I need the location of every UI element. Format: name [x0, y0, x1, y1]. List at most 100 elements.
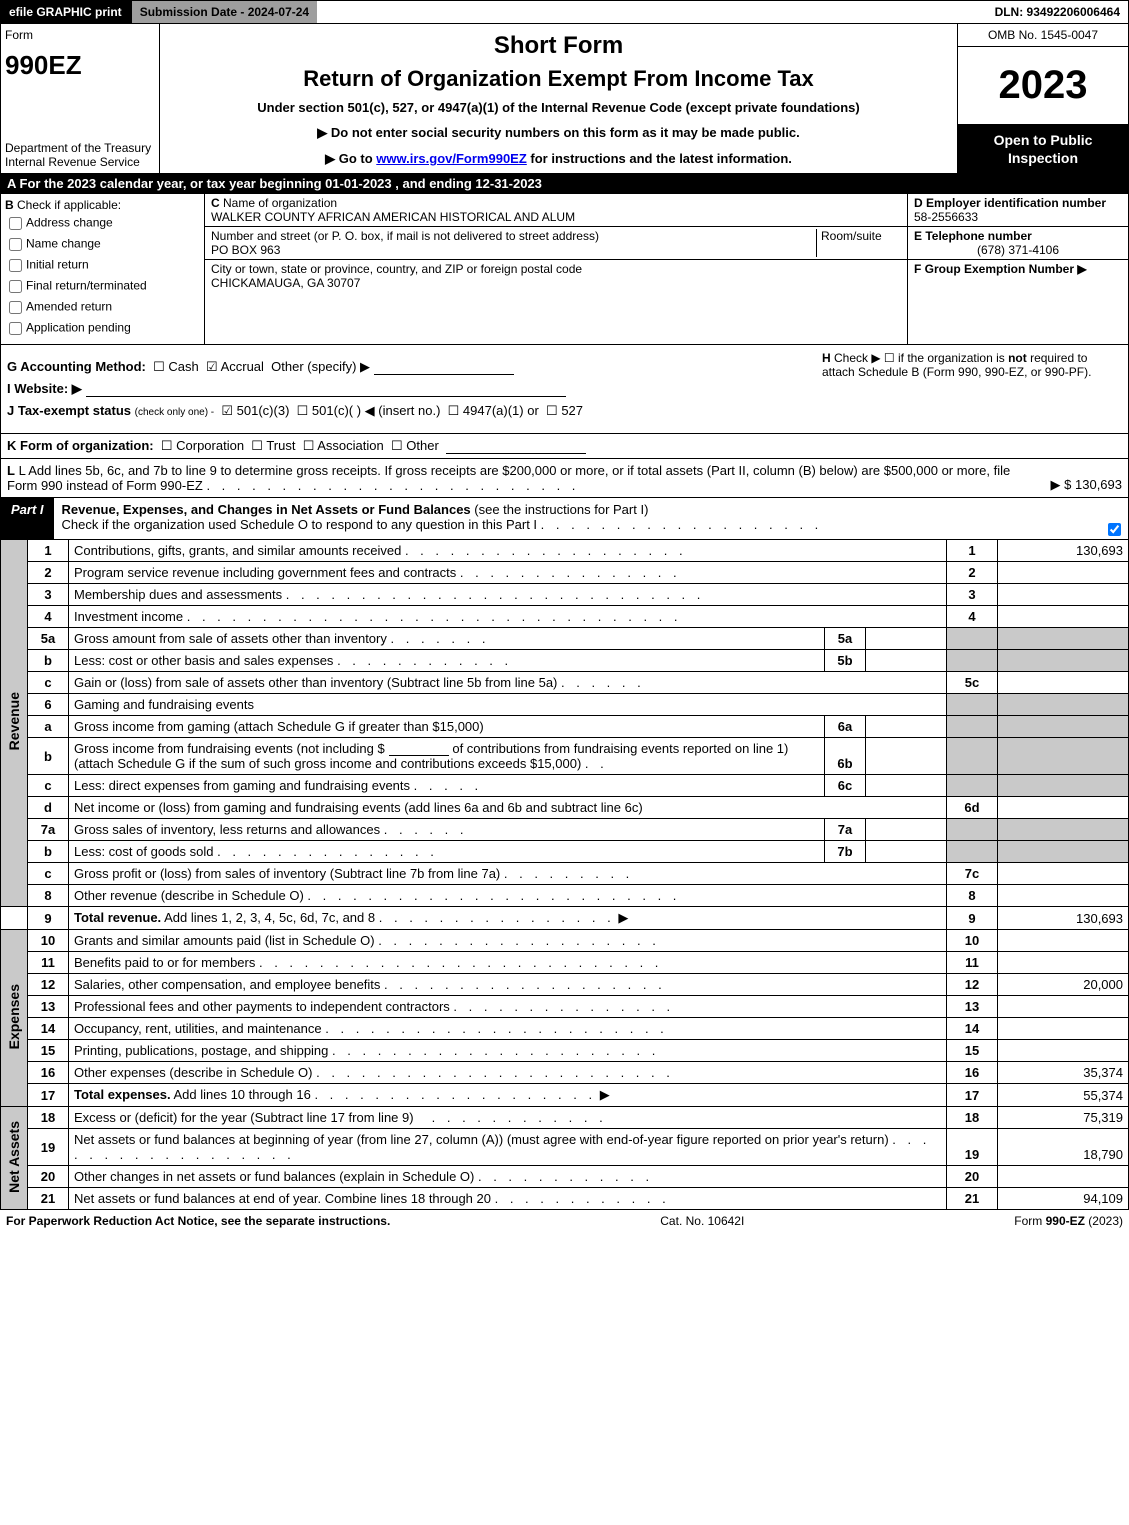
line-6c: c Less: direct expenses from gaming and … [1, 775, 1129, 797]
l12-amt: 20,000 [998, 974, 1129, 996]
h-text1: Check ▶ ☐ if the organization is [834, 351, 1008, 365]
l6c-desc: Less: direct expenses from gaming and fu… [69, 775, 825, 797]
l5a-sub-amt [866, 628, 947, 650]
l2-no: 2 [28, 562, 69, 584]
k-corporation[interactable]: Corporation [161, 438, 244, 453]
submission-date: Submission Date - 2024-07-24 [130, 1, 317, 23]
l17-no: 17 [28, 1084, 69, 1107]
dln-number: DLN: 93492206006464 [987, 1, 1128, 23]
checkbox-amended-return[interactable] [9, 301, 22, 314]
l18-no: 18 [28, 1107, 69, 1129]
netassets-vertical: Net Assets [1, 1107, 28, 1210]
line-17: 17 Total expenses. Add lines 10 through … [1, 1084, 1129, 1107]
l13-num: 13 [947, 996, 998, 1018]
check-application-pending[interactable]: Application pending [5, 319, 200, 338]
j-527[interactable]: 527 [546, 403, 583, 418]
l11-num: 11 [947, 952, 998, 974]
l5c-no: c [28, 672, 69, 694]
i-label: I Website: ▶ [7, 381, 82, 396]
l8-desc: Other revenue (describe in Schedule O) .… [69, 885, 947, 907]
line-4: 4 Investment income . . . . . . . . . . … [1, 606, 1129, 628]
line-7a: 7a Gross sales of inventory, less return… [1, 819, 1129, 841]
l7b-sub-no: 7b [825, 841, 866, 863]
e-phone-row: E Telephone number (678) 371-4106 [908, 227, 1128, 260]
f-label: F Group Exemption Number ▶ [914, 262, 1087, 276]
street-cell: Number and street (or P. O. box, if mail… [211, 229, 816, 257]
checkbox-application-pending[interactable] [9, 322, 22, 335]
check-final-return[interactable]: Final return/terminated [5, 277, 200, 296]
l17-num: 17 [947, 1084, 998, 1107]
l6b-desc: Gross income from fundraising events (no… [69, 738, 825, 775]
l6-amt [998, 694, 1129, 716]
l12-num: 12 [947, 974, 998, 996]
return-title: Return of Organization Exempt From Incom… [303, 66, 814, 92]
l16-no: 16 [28, 1062, 69, 1084]
website-field[interactable] [86, 383, 566, 397]
city-label: City or town, state or province, country… [211, 262, 582, 276]
j-501c3[interactable]: 501(c)(3) [221, 403, 289, 418]
footer-center: Cat. No. 10642I [660, 1214, 744, 1228]
c-name-label: Name of organization [223, 196, 337, 210]
l5a-desc: Gross amount from sale of assets other t… [69, 628, 825, 650]
l14-desc: Occupancy, rent, utilities, and maintena… [69, 1018, 947, 1040]
l21-desc: Net assets or fund balances at end of ye… [69, 1188, 947, 1210]
l6a-desc: Gross income from gaming (attach Schedul… [69, 716, 825, 738]
l6-num [947, 694, 998, 716]
l7a-sub-amt [866, 819, 947, 841]
part1-checkbox[interactable] [1108, 523, 1121, 536]
line-7c: c Gross profit or (loss) from sales of i… [1, 863, 1129, 885]
checkbox-final-return[interactable] [9, 280, 22, 293]
l13-desc: Professional fees and other payments to … [69, 996, 947, 1018]
l6b-no: b [28, 738, 69, 775]
part1-checkbox-cell [1100, 498, 1128, 539]
check-name-change[interactable]: Name change [5, 235, 200, 254]
l6b-sub-amt [866, 738, 947, 775]
open-to-public: Open to Public Inspection [958, 125, 1128, 173]
l16-amt: 35,374 [998, 1062, 1129, 1084]
g-cash[interactable]: Cash [153, 359, 199, 374]
no-ssn-instruction: ▶ Do not enter social security numbers o… [317, 125, 799, 141]
g-other-field[interactable] [374, 361, 514, 375]
l6c-sub-no: 6c [825, 775, 866, 797]
checkbox-address-change[interactable] [9, 217, 22, 230]
l6a-sub-no: 6a [825, 716, 866, 738]
k-label: K Form of organization: [7, 438, 154, 453]
check-amended-return[interactable]: Amended return [5, 298, 200, 317]
k-other-field[interactable] [446, 440, 586, 454]
irs-link[interactable]: www.irs.gov/Form990EZ [376, 151, 527, 166]
l7b-no: b [28, 841, 69, 863]
d-label: D Employer identification number [914, 196, 1106, 210]
check-address-change[interactable]: Address change [5, 214, 200, 233]
line-5a: 5a Gross amount from sale of assets othe… [1, 628, 1129, 650]
l6a-right-amt [998, 716, 1129, 738]
c-name-row: C Name of organization WALKER COUNTY AFR… [205, 194, 907, 227]
line-6a: a Gross income from gaming (attach Sched… [1, 716, 1129, 738]
checkbox-name-change[interactable] [9, 238, 22, 251]
d-ein-row: D Employer identification number 58-2556… [908, 194, 1128, 227]
label-amended-return: Amended return [26, 300, 112, 314]
k-other[interactable]: Other [391, 438, 439, 453]
l20-desc: Other changes in net assets or fund bala… [69, 1166, 947, 1188]
org-name: WALKER COUNTY AFRICAN AMERICAN HISTORICA… [211, 210, 575, 224]
checkbox-initial-return[interactable] [9, 259, 22, 272]
l1-desc: Contributions, gifts, grants, and simila… [69, 540, 947, 562]
j-501c[interactable]: 501(c)( ) ◀ (insert no.) [297, 403, 441, 418]
efile-print-button[interactable]: efile GRAPHIC print [1, 1, 130, 23]
footer-left: For Paperwork Reduction Act Notice, see … [6, 1214, 390, 1228]
k-association[interactable]: Association [303, 438, 384, 453]
col-d-f: D Employer identification number 58-2556… [907, 194, 1128, 344]
check-initial-return[interactable]: Initial return [5, 256, 200, 275]
line-7b: b Less: cost of goods sold . . . . . . .… [1, 841, 1129, 863]
k-trust[interactable]: Trust [251, 438, 295, 453]
g-accrual[interactable]: Accrual [206, 359, 264, 374]
l10-amt [998, 930, 1129, 952]
l2-num: 2 [947, 562, 998, 584]
l6b-amount-field[interactable] [389, 742, 449, 756]
l19-amt: 18,790 [998, 1129, 1129, 1166]
j-4947[interactable]: 4947(a)(1) or [448, 403, 539, 418]
tax-year: 2023 [958, 47, 1128, 125]
line-3: 3 Membership dues and assessments . . . … [1, 584, 1129, 606]
l1-amt: 130,693 [998, 540, 1129, 562]
l5b-sub-no: 5b [825, 650, 866, 672]
section-a: A For the 2023 calendar year, or tax yea… [0, 174, 1129, 194]
